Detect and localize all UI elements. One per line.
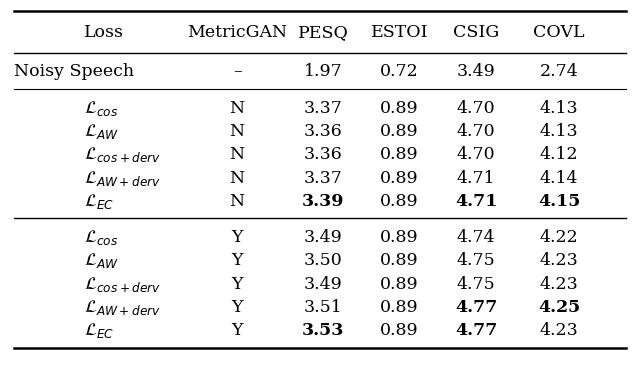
Text: 3.51: 3.51 — [304, 299, 342, 316]
Text: N: N — [230, 100, 244, 117]
Text: N: N — [230, 193, 244, 210]
Text: $\mathcal{L}_{cos+derv}$: $\mathcal{L}_{cos+derv}$ — [84, 145, 161, 164]
Text: 1.97: 1.97 — [304, 63, 342, 80]
Text: 3.49: 3.49 — [304, 229, 342, 246]
Text: $\mathcal{L}_{EC}$: $\mathcal{L}_{EC}$ — [84, 321, 115, 340]
Text: 3.53: 3.53 — [302, 322, 344, 339]
Text: 4.75: 4.75 — [457, 252, 495, 269]
Text: Loss: Loss — [84, 24, 124, 41]
Text: MetricGAN: MetricGAN — [187, 24, 287, 41]
Text: 4.13: 4.13 — [540, 123, 579, 140]
Text: 4.70: 4.70 — [457, 100, 495, 117]
Text: COVL: COVL — [533, 24, 585, 41]
Text: 4.71: 4.71 — [457, 170, 495, 187]
Text: 0.89: 0.89 — [380, 193, 419, 210]
Text: 4.12: 4.12 — [540, 146, 579, 163]
Text: 4.71: 4.71 — [455, 193, 497, 210]
Text: 0.89: 0.89 — [380, 322, 419, 339]
Text: Y: Y — [232, 276, 243, 292]
Text: 0.89: 0.89 — [380, 229, 419, 246]
Text: $\mathcal{L}_{AW}$: $\mathcal{L}_{AW}$ — [84, 122, 119, 141]
Text: 4.70: 4.70 — [457, 123, 495, 140]
Text: $\mathcal{L}_{AW}$: $\mathcal{L}_{AW}$ — [84, 251, 119, 270]
Text: $\mathcal{L}_{cos}$: $\mathcal{L}_{cos}$ — [84, 228, 118, 247]
Text: 4.22: 4.22 — [540, 229, 579, 246]
Text: 0.89: 0.89 — [380, 146, 419, 163]
Text: 4.77: 4.77 — [455, 322, 497, 339]
Text: 3.36: 3.36 — [304, 123, 342, 140]
Text: ESTOI: ESTOI — [371, 24, 428, 41]
Text: 0.89: 0.89 — [380, 299, 419, 316]
Text: Noisy Speech: Noisy Speech — [14, 63, 134, 80]
Text: 4.25: 4.25 — [538, 299, 580, 316]
Text: $\mathcal{L}_{AW+derv}$: $\mathcal{L}_{AW+derv}$ — [84, 169, 161, 188]
Text: 0.89: 0.89 — [380, 100, 419, 117]
Text: CSIG: CSIG — [453, 24, 499, 41]
Text: 2.74: 2.74 — [540, 63, 579, 80]
Text: 4.74: 4.74 — [457, 229, 495, 246]
Text: PESQ: PESQ — [298, 24, 349, 41]
Text: N: N — [230, 146, 244, 163]
Text: 3.50: 3.50 — [304, 252, 342, 269]
Text: $\mathcal{L}_{cos}$: $\mathcal{L}_{cos}$ — [84, 99, 118, 118]
Text: $\mathcal{L}_{EC}$: $\mathcal{L}_{EC}$ — [84, 192, 115, 211]
Text: 0.72: 0.72 — [380, 63, 419, 80]
Text: 4.23: 4.23 — [540, 276, 579, 292]
Text: 3.37: 3.37 — [304, 170, 342, 187]
Text: 3.49: 3.49 — [304, 276, 342, 292]
Text: Y: Y — [232, 299, 243, 316]
Text: N: N — [230, 123, 244, 140]
Text: 0.89: 0.89 — [380, 123, 419, 140]
Text: 4.23: 4.23 — [540, 252, 579, 269]
Text: 0.89: 0.89 — [380, 252, 419, 269]
Text: 4.13: 4.13 — [540, 100, 579, 117]
Text: 4.15: 4.15 — [538, 193, 580, 210]
Text: Y: Y — [232, 252, 243, 269]
Text: 4.75: 4.75 — [457, 276, 495, 292]
Text: $\mathcal{L}_{cos+derv}$: $\mathcal{L}_{cos+derv}$ — [84, 274, 161, 294]
Text: –: – — [233, 63, 241, 80]
Text: Y: Y — [232, 322, 243, 339]
Text: 4.77: 4.77 — [455, 299, 497, 316]
Text: 4.14: 4.14 — [540, 170, 578, 187]
Text: 3.37: 3.37 — [304, 100, 342, 117]
Text: 0.89: 0.89 — [380, 276, 419, 292]
Text: 3.49: 3.49 — [457, 63, 495, 80]
Text: Y: Y — [232, 229, 243, 246]
Text: 3.36: 3.36 — [304, 146, 342, 163]
Text: 0.89: 0.89 — [380, 170, 419, 187]
Text: 4.23: 4.23 — [540, 322, 579, 339]
Text: 4.70: 4.70 — [457, 146, 495, 163]
Text: 3.39: 3.39 — [302, 193, 344, 210]
Text: $\mathcal{L}_{AW+derv}$: $\mathcal{L}_{AW+derv}$ — [84, 298, 161, 317]
Text: N: N — [230, 170, 244, 187]
